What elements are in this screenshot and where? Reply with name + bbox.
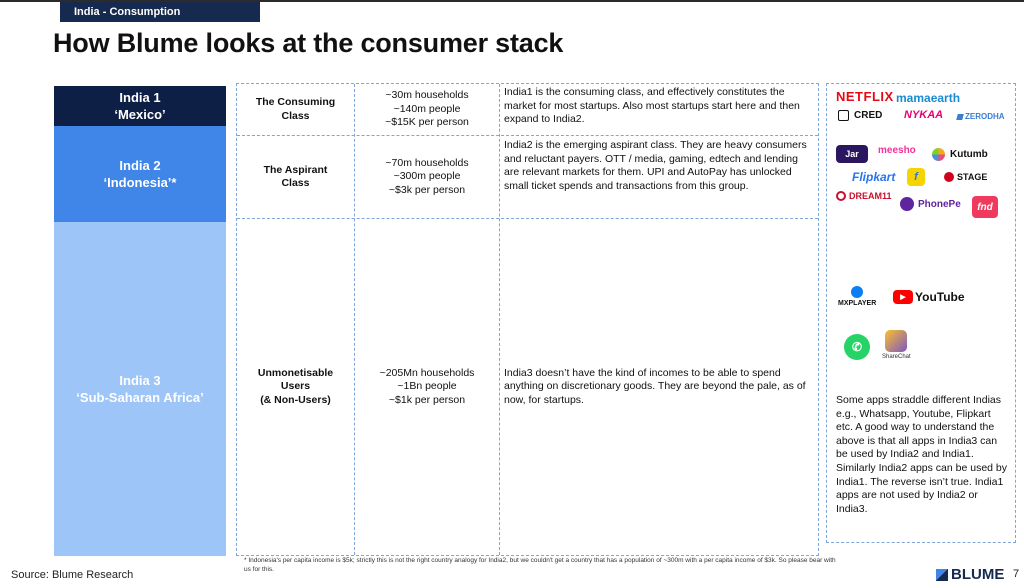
footnote: * Indonesia's per capita income is $5k; … (244, 557, 836, 573)
class-name-line: The Aspirant (263, 163, 328, 176)
jar-badge: Jar (836, 145, 868, 163)
phonepe-logo: PhonePe (900, 197, 961, 211)
kutumb-flower-icon (932, 148, 945, 161)
mamaearth-logo: mamaearth (896, 91, 961, 105)
segment-name: India 3 (119, 373, 161, 388)
fnd-logo: fnd (972, 196, 998, 218)
sharechat-label: ShareChat (882, 354, 911, 360)
phonepe-label: PhonePe (918, 198, 961, 210)
stat-line: ~140m people (393, 102, 461, 115)
row-divider (237, 135, 818, 136)
zerodha-label: ZERODHA (965, 112, 1005, 121)
class-name-line: (& Non-Users) (260, 393, 331, 406)
stage-dot-icon (944, 172, 954, 182)
class-name-line: Unmonetisable (257, 366, 334, 379)
kutumb-logo: Kutumb (932, 148, 988, 161)
sharechat-logo: ShareChat (882, 330, 911, 360)
blume-logo: BLUME (936, 566, 1004, 583)
brand-label: BLUME (951, 566, 1005, 583)
mxplayer-label: MXPLAYER (838, 300, 877, 307)
stats-cell: ~205Mn households ~1Bn people ~$1k per per… (355, 219, 499, 555)
side-note: Some apps straddle different Indias e.g.… (836, 394, 1008, 515)
youtube-play-icon: ▶ (893, 290, 913, 304)
dream11-circle-icon (836, 191, 846, 201)
section-tag: India - Consumption (60, 2, 260, 22)
mxplayer-play-icon (851, 286, 864, 298)
cred-shield-icon (838, 110, 849, 121)
column-divider (354, 84, 355, 555)
segment-name: India 2 (119, 158, 161, 173)
description-cell: India3 doesn’t have the kind of incomes … (504, 366, 806, 406)
stats-cell: ~30m households ~140m people ~$15K per per… (355, 84, 499, 135)
class-name-line: The Consuming (255, 96, 336, 108)
column-divider (499, 84, 500, 555)
sharechat-icon (885, 330, 908, 352)
segment-band-india3: India 3 ‘Sub-Saharan Africa’ (54, 222, 226, 556)
youtube-label: YouTube (915, 290, 965, 304)
dream11-label: DREAM11 (849, 191, 892, 201)
phonepe-circle-icon (900, 197, 914, 211)
nykaa-logo: NYKAA (904, 109, 944, 121)
segment-name: India 1 (119, 90, 161, 105)
stat-line: ~70m households (385, 156, 469, 169)
description-cell: India1 is the consuming class, and effec… (504, 86, 800, 125)
stat-line: ~1Bn people (397, 380, 457, 393)
cred-label: CRED (854, 110, 883, 121)
stat-line: ~$3k per person (388, 183, 466, 196)
dream11-logo: DREAM11 (836, 191, 892, 201)
stage-label: STAGE (957, 172, 988, 182)
flipkart-bag-icon: f (907, 168, 925, 186)
zerodha-mark-icon (956, 113, 964, 120)
whatsapp-icon: ✆ (844, 334, 870, 360)
stat-line: ~$1k per person (388, 393, 466, 406)
meesho-logo: meesho (878, 145, 916, 156)
jar-logo: Jar (836, 145, 868, 163)
segment-analog: ‘Mexico’ (114, 107, 166, 122)
cred-logo: CRED (838, 110, 882, 121)
flipkart-f-glyph: f (907, 168, 925, 186)
row-divider (237, 218, 818, 219)
stat-line: ~300m people (393, 170, 461, 183)
segment-analog: ‘Sub-Saharan Africa’ (76, 390, 204, 405)
consumer-stack-table: The Consuming Class ~30m households ~140m … (236, 83, 819, 556)
app-logos-panel (826, 83, 1016, 543)
flipkart-logo: Flipkart (852, 170, 896, 184)
top-rule (0, 0, 1024, 2)
youtube-logo: ▶ YouTube (893, 290, 965, 304)
class-name-cell: Unmonetisable Users (& Non-Users) (237, 219, 354, 555)
segment-analog: ‘Indonesia’* (103, 175, 177, 190)
whatsapp-circle: ✆ (844, 334, 870, 360)
class-name-line: Class (281, 109, 310, 122)
class-name-line: Class (281, 177, 310, 189)
source-label: Source: Blume Research (11, 569, 134, 581)
zerodha-logo: ZERODHA (956, 112, 1005, 121)
mxplayer-logo: MXPLAYER (838, 286, 876, 307)
stat-line: ~205Mn households (379, 366, 475, 379)
stage-logo: STAGE (944, 172, 987, 182)
class-name-cell: The Aspirant Class (237, 136, 354, 218)
stat-line: ~$15K per person (385, 116, 469, 129)
page-title: How Blume looks at the consumer stack (53, 28, 564, 58)
segment-band-india1: India 1 ‘Mexico’ (54, 86, 226, 126)
netflix-logo: NETFLIX (836, 89, 894, 104)
fnd-badge: fnd (972, 196, 998, 218)
page-number: 7 (1013, 568, 1020, 580)
stats-cell: ~70m households ~300m people ~$3k per pers… (355, 136, 499, 218)
segment-band-india2: India 2 ‘Indonesia’* (54, 126, 226, 222)
description-cell: India2 is the emerging aspirant class. T… (504, 139, 807, 192)
class-name-cell: The Consuming Class (237, 84, 354, 135)
blume-mark-icon (936, 568, 948, 581)
class-name-line: Users (280, 380, 311, 393)
stat-line: ~30m households (385, 89, 469, 102)
kutumb-label: Kutumb (950, 149, 988, 160)
